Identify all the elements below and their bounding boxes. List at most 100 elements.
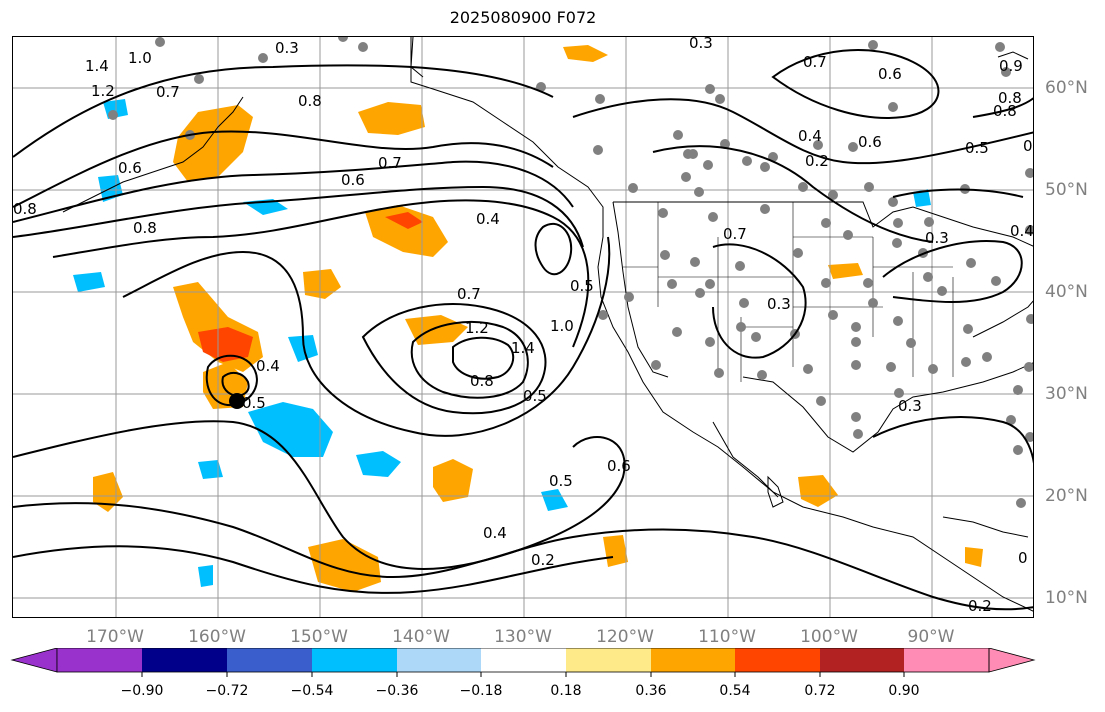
shade-blue — [288, 335, 318, 362]
shade-orange — [433, 459, 473, 502]
state-borders — [623, 202, 954, 382]
longitude-label: 110°W — [698, 627, 756, 647]
contour-label: 0.3 — [689, 36, 713, 52]
contour-label: 0.4 — [1010, 222, 1034, 240]
map-title: 2025080900 F072 — [449, 8, 597, 27]
shade-orange — [308, 539, 381, 592]
contour-label: 1.0 — [128, 49, 152, 67]
shade-blue — [541, 489, 568, 511]
latitude-label: 50°N — [1045, 180, 1088, 200]
colorbar-swatch — [904, 648, 989, 672]
colorbar-swatch — [312, 648, 397, 672]
longitude-label: 170°W — [86, 627, 144, 647]
colorbar-swatch — [735, 648, 820, 672]
contour-label: 0.7 — [457, 285, 481, 303]
contour-label: 0.8 — [993, 102, 1017, 120]
contour-label: 1.2 — [91, 82, 115, 100]
shade-blue — [198, 460, 223, 479]
contour-label: 0.6 — [878, 65, 902, 83]
contour-label: 0.7 — [803, 53, 827, 71]
latitude-label: 40°N — [1045, 282, 1088, 302]
shade-orange — [303, 269, 341, 299]
colorbar-swatch — [57, 648, 142, 672]
contour-label: 0.7 — [156, 83, 180, 101]
map-canvas — [13, 37, 1033, 617]
contour-label: 0.4 — [256, 357, 280, 375]
contour-label: 0.8 — [133, 219, 157, 237]
contour-label: 0.4 — [483, 524, 507, 542]
contour-label: 1.2 — [465, 319, 489, 337]
contour-label: 0.3 — [898, 397, 922, 415]
contour-label: 1.4 — [511, 339, 535, 357]
contour-label: 0.5 — [242, 394, 266, 412]
colorbar-tick-label: 0.36 — [635, 683, 667, 699]
shade-orange — [828, 263, 863, 279]
shade-blue — [198, 565, 213, 587]
colorbar-tick-label: 0.54 — [719, 683, 751, 699]
colorbar-extend-low — [10, 648, 58, 673]
contour-lines — [13, 49, 1033, 611]
longitude-label: 150°W — [290, 627, 348, 647]
contour-label: 0.3 — [275, 39, 299, 57]
contour-label: 0.8 — [998, 89, 1022, 107]
contour-label: 0.3 — [767, 295, 791, 313]
contour-label: 1.0 — [550, 317, 574, 335]
latitude-label: 10°N — [1045, 588, 1088, 608]
shade-blue — [248, 402, 333, 457]
longitude-label: 160°W — [188, 627, 246, 647]
contour-label: 0.4 — [476, 210, 500, 228]
contour-label: 0.7 — [378, 154, 402, 172]
colorbar-tick-label: −0.90 — [120, 683, 164, 699]
contour-label: 0.9 — [999, 57, 1023, 75]
contour-label: 0.6 — [341, 171, 365, 189]
shade-red — [385, 212, 423, 229]
colorbar-swatch — [142, 648, 227, 672]
colorbar-swatch — [566, 648, 651, 672]
shade-orange — [563, 45, 608, 62]
contour-label: 0.2 — [805, 152, 829, 170]
contour-label: 0.8 — [298, 92, 322, 110]
longitude-label: 130°W — [494, 627, 552, 647]
colorbar-extend-high — [988, 648, 1036, 673]
shade-orange — [965, 547, 983, 567]
colorbar-tick-label: 0.18 — [550, 683, 582, 699]
coastlines — [62, 37, 1033, 612]
colorbar-tick-label: −0.18 — [459, 683, 503, 699]
colorbar-swatch — [481, 648, 566, 672]
colorbar-tick-label: −0.72 — [205, 683, 249, 699]
contour-label: 0.5 — [570, 277, 594, 295]
contour-label: 0.7 — [723, 225, 747, 243]
contour-label: 0 — [1018, 549, 1028, 567]
map-panel: 0.3 0.3 1.4 1.2 1.0 0.7 0.8 0.8 0.7 0.6 … — [12, 36, 1034, 618]
longitude-label: 90°W — [907, 627, 955, 647]
colorbar-swatch — [651, 648, 735, 672]
contour-label: 0.5 — [549, 472, 573, 490]
contour-label: 0.5 — [965, 139, 989, 157]
colorbar-tick-label: 0.90 — [888, 683, 920, 699]
contour-label: 0.6 — [607, 457, 631, 475]
colorbar-swatch — [820, 648, 904, 672]
colorbar-swatch — [397, 648, 481, 672]
latitude-label: 60°N — [1045, 78, 1088, 98]
colorbar-tick-label: −0.36 — [375, 683, 419, 699]
station-markers — [108, 37, 1033, 508]
longitude-label: 120°W — [596, 627, 654, 647]
shade-orange — [93, 472, 123, 512]
colorbar — [10, 648, 1036, 677]
longitude-label: 100°W — [800, 627, 858, 647]
contour-label: 0.5 — [523, 387, 547, 405]
contour-label: 0.8 — [13, 200, 37, 218]
shade-orange — [365, 205, 448, 257]
contour-label: 0.2 — [531, 551, 555, 569]
contour-label: 0.6 — [1023, 137, 1033, 155]
latitude-label: 20°N — [1045, 486, 1088, 506]
longitude-label: 140°W — [392, 627, 450, 647]
shade-orange — [405, 315, 468, 345]
latitude-label: 30°N — [1045, 384, 1088, 404]
shade-orange — [798, 475, 838, 507]
contour-label: 0.3 — [925, 229, 949, 247]
colorbar-tick-label: −0.54 — [290, 683, 334, 699]
contour-label: 0.4 — [798, 127, 822, 145]
colorbar-tick-label: 0.72 — [804, 683, 836, 699]
shade-red — [198, 327, 253, 362]
